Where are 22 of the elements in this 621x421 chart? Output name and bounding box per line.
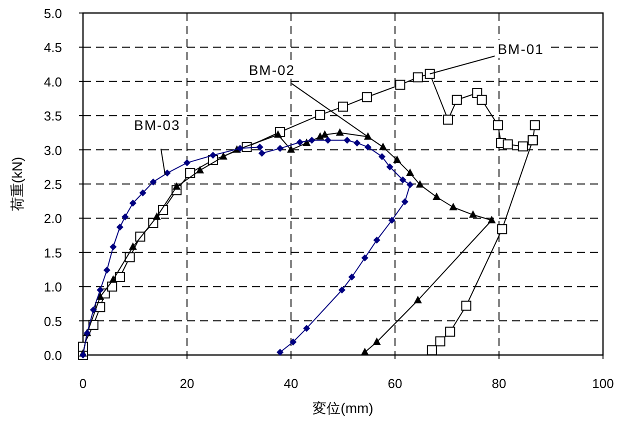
y-tick-label: 5.0 bbox=[44, 6, 62, 21]
y-tick-label: 3.5 bbox=[44, 108, 62, 124]
annotation: BM-02 bbox=[248, 62, 296, 78]
y-tick-label: 3.0 bbox=[44, 142, 62, 158]
y-tick-label: 1.5 bbox=[44, 245, 62, 260]
annotation: BM-01 bbox=[498, 40, 544, 57]
annotation: BM-03 bbox=[134, 117, 180, 134]
y-tick-label: 2.5 bbox=[44, 177, 62, 192]
x-tick-label: 80 bbox=[492, 376, 506, 391]
y-tick-label: 4.0 bbox=[44, 74, 62, 90]
y-tick-label: 4.5 bbox=[44, 40, 62, 56]
y-axis-title: 荷重(kN) bbox=[9, 156, 25, 212]
x-tick-label: 100 bbox=[592, 376, 614, 391]
y-tick-label: 0.0 bbox=[44, 348, 62, 363]
x-tick-label: 40 bbox=[284, 376, 298, 391]
x-tick-label: 20 bbox=[180, 376, 194, 391]
x-tick-label: 0 bbox=[79, 376, 87, 391]
y-tick-label: 2.0 bbox=[44, 211, 62, 226]
y-tick-label: 0.5 bbox=[44, 314, 62, 329]
y-tick-label: 1.0 bbox=[44, 280, 62, 295]
x-tick-label: 60 bbox=[388, 376, 402, 391]
x-axis-title: 変位(mm) bbox=[312, 400, 374, 416]
